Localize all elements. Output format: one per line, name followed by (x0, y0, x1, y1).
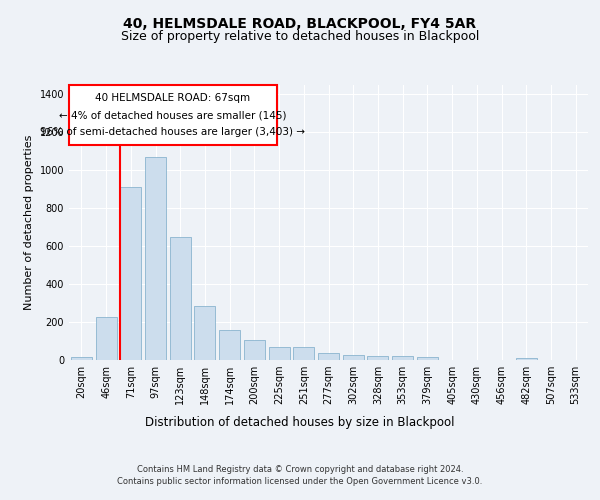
Bar (219, 330, 240, 360)
Bar (95, 318, 116, 360)
Bar (417, 356, 438, 360)
Y-axis label: Number of detached properties: Number of detached properties (24, 135, 34, 310)
Text: 96% of semi-detached houses are larger (3,403) →: 96% of semi-detached houses are larger (… (40, 127, 305, 137)
Bar (343, 354, 364, 360)
Bar (120, 188, 141, 360)
Text: Size of property relative to detached houses in Blackpool: Size of property relative to detached ho… (121, 30, 479, 43)
Bar (269, 346, 290, 360)
Bar (145, 157, 166, 360)
Bar (170, 237, 191, 360)
Bar (392, 356, 413, 360)
Text: 40 HELMSDALE ROAD: 67sqm: 40 HELMSDALE ROAD: 67sqm (95, 94, 250, 104)
Bar (293, 346, 314, 360)
Bar (71, 356, 92, 360)
Bar (367, 356, 388, 360)
Text: Distribution of detached houses by size in Blackpool: Distribution of detached houses by size … (145, 416, 455, 429)
Text: ← 4% of detached houses are smaller (145): ← 4% of detached houses are smaller (145… (59, 110, 287, 120)
Bar (318, 353, 339, 360)
Text: Contains HM Land Registry data © Crown copyright and database right 2024.: Contains HM Land Registry data © Crown c… (137, 466, 463, 474)
Text: 40, HELMSDALE ROAD, BLACKPOOL, FY4 5AR: 40, HELMSDALE ROAD, BLACKPOOL, FY4 5AR (124, 18, 476, 32)
Bar (516, 358, 537, 360)
Bar (244, 340, 265, 360)
Bar (194, 306, 215, 360)
Text: Contains public sector information licensed under the Open Government Licence v3: Contains public sector information licen… (118, 476, 482, 486)
